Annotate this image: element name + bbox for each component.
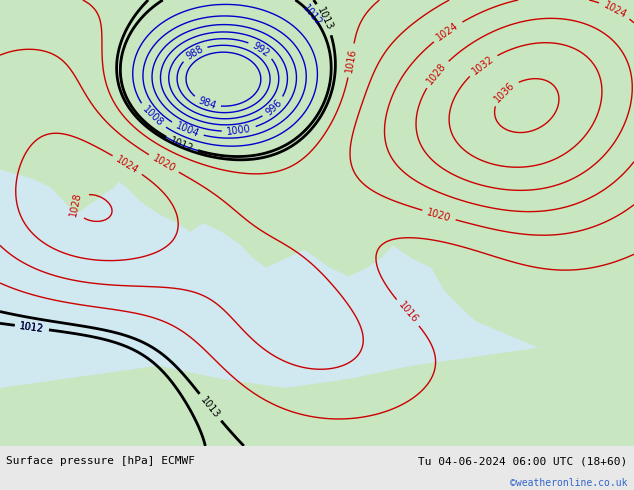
Text: 996: 996: [264, 98, 284, 118]
Text: 1016: 1016: [396, 300, 420, 325]
Text: Surface pressure [hPa] ECMWF: Surface pressure [hPa] ECMWF: [6, 456, 195, 466]
Text: 1032: 1032: [470, 53, 496, 76]
Text: Tu 04-06-2024 06:00 UTC (18+60): Tu 04-06-2024 06:00 UTC (18+60): [418, 456, 628, 466]
Text: 1000: 1000: [226, 124, 252, 137]
Text: 1012: 1012: [301, 2, 324, 28]
Text: 1020: 1020: [426, 207, 452, 223]
Text: 1024: 1024: [602, 0, 628, 20]
Text: 1020: 1020: [151, 153, 177, 174]
Text: 1013: 1013: [315, 6, 335, 32]
Text: 992: 992: [250, 40, 271, 59]
Text: ©weatheronline.co.uk: ©weatheronline.co.uk: [510, 478, 628, 489]
Polygon shape: [0, 334, 634, 446]
Text: 1013: 1013: [198, 394, 222, 420]
Polygon shape: [0, 0, 634, 348]
Text: 1004: 1004: [174, 121, 200, 139]
Text: 1028: 1028: [425, 61, 448, 87]
Text: 1024: 1024: [114, 154, 141, 175]
Text: 988: 988: [184, 44, 205, 62]
Text: 1012: 1012: [19, 321, 45, 334]
Polygon shape: [0, 0, 349, 232]
Text: 1012: 1012: [168, 135, 195, 154]
Text: 1016: 1016: [344, 48, 358, 74]
Text: 984: 984: [197, 96, 217, 111]
Text: 1024: 1024: [435, 20, 461, 43]
Text: 1008: 1008: [140, 104, 165, 129]
Text: 1028: 1028: [68, 191, 83, 217]
Text: 1036: 1036: [492, 80, 517, 104]
Text: 1012: 1012: [19, 321, 45, 334]
